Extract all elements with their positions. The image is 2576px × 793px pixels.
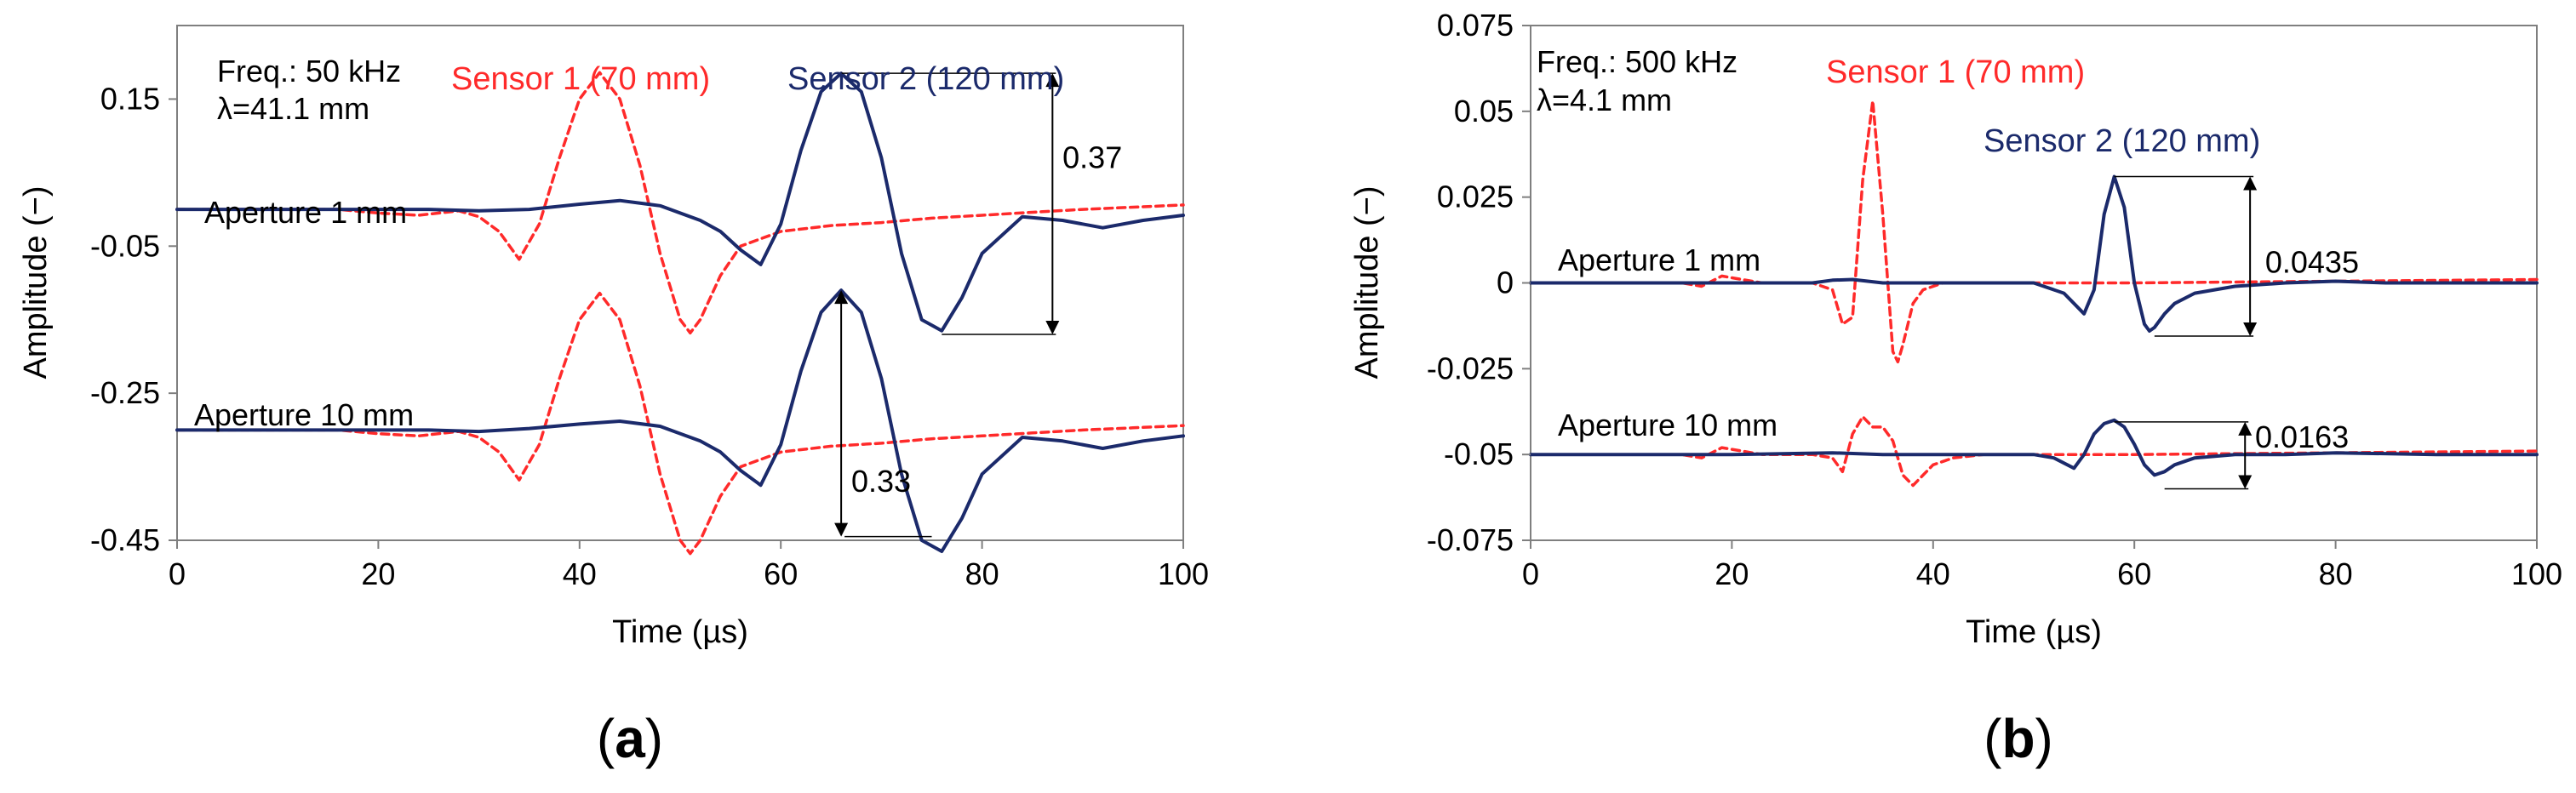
measurement-label-b-1: 0.0163 — [2255, 419, 2349, 454]
y-tick-label-b-0: 0.075 — [1437, 8, 1514, 43]
y-axis-title-a: Amplitude (−) — [18, 185, 54, 379]
x-tick-label-a-2: 40 — [563, 556, 597, 591]
arrowhead-up — [2243, 176, 2258, 191]
y-tick-label-b-1: 0.05 — [1454, 94, 1514, 128]
x-tick-label-a-1: 20 — [361, 556, 395, 591]
series-line-a-0 — [175, 71, 1185, 335]
series-line-a-2 — [175, 291, 1185, 556]
x-axis-title-b: Time (µs) — [1966, 614, 2102, 650]
panel-letter-a: a — [615, 708, 645, 769]
measurement-bracket-b-0: 0.0435 — [2114, 175, 2359, 337]
arrowhead-down — [2238, 475, 2253, 489]
tick-layer-a: 0 20 40 60 80 100 0.15 -0.05 -0.25 -0.45 — [90, 81, 1209, 591]
y-tick-label-a-2: -0.25 — [90, 375, 160, 410]
series-line-b-1 — [1529, 174, 2539, 333]
legend-sensor1-b: Sensor 1 (70 mm) — [1826, 54, 2085, 90]
series-layer-a — [175, 71, 1185, 556]
x-axis-title-a: Time (µs) — [612, 614, 748, 650]
series-line-a-3 — [175, 288, 1185, 553]
measurement-label-b-0: 0.0435 — [2265, 244, 2359, 279]
panel-label-a: (a) — [597, 708, 663, 769]
tick-layer-b: 0 20 40 60 80 100 0.075 0.05 0.025 0 -0.025 -0.05 -0… — [1427, 8, 2562, 591]
arrowhead-down — [2243, 322, 2258, 337]
arrowhead-up — [1045, 73, 1060, 88]
y-tick-label-b-3: 0 — [1497, 265, 1514, 300]
series-line-b-0 — [1529, 99, 2539, 364]
y-tick-label-b-6: -0.075 — [1427, 522, 1514, 557]
arrowhead-down — [834, 522, 849, 537]
arrowhead-down — [1045, 321, 1060, 334]
info-lambda-a: λ=41.1 mm — [217, 91, 369, 126]
x-tick-label-b-1: 20 — [1714, 556, 1749, 591]
measurement-bracket-a-0: 0.37 — [841, 72, 1122, 335]
series-layer-b — [1529, 99, 2539, 488]
arrowhead-up — [2238, 421, 2253, 436]
panel-letter-b: b — [2001, 708, 2035, 769]
x-tick-label-b-0: 0 — [1522, 556, 1539, 591]
legend-sensor2-b: Sensor 2 (120 mm) — [1984, 123, 2260, 159]
chart-panel-a: 0.37 0.33 0 20 40 60 80 100 0.15 -0.05 -0.25 -0.45… — [18, 25, 1209, 769]
x-tick-label-a-3: 60 — [764, 556, 798, 591]
info-lambda-b: λ=4.1 mm — [1537, 83, 1672, 117]
y-axis-title-b: Amplitude (−) — [1349, 185, 1385, 379]
legend-sensor2-a: Sensor 2 (120 mm) — [787, 61, 1064, 97]
x-tick-label-b-4: 80 — [2319, 556, 2353, 591]
measurement-label-a-1: 0.33 — [851, 464, 911, 499]
y-tick-label-a-0: 0.15 — [100, 81, 160, 116]
series-line-a-1 — [175, 71, 1185, 333]
aperture-label-10mm-a: Aperture 10 mm — [194, 397, 414, 432]
panel-label-b: (b) — [1984, 708, 2053, 769]
x-tick-label-b-3: 60 — [2117, 556, 2151, 591]
y-tick-label-b-4: -0.025 — [1427, 351, 1514, 385]
measurement-bracket-a-1: 0.33 — [834, 290, 932, 538]
arrowhead-up — [834, 290, 849, 305]
series-line-b-3 — [1529, 418, 2539, 477]
annotation-layer-b: 0.0435 0.0163 — [2114, 175, 2359, 490]
measurement-bracket-b-1: 0.0163 — [2114, 419, 2349, 490]
info-freq-a: Freq.: 50 kHz — [217, 54, 401, 88]
series-line-b-2 — [1529, 415, 2539, 488]
y-tick-label-b-5: -0.05 — [1444, 436, 1514, 471]
annotation-layer-a: 0.37 0.33 — [834, 72, 1122, 538]
x-tick-label-b-5: 100 — [2511, 556, 2562, 591]
x-tick-label-a-5: 100 — [1158, 556, 1209, 591]
x-tick-label-a-4: 80 — [965, 556, 999, 591]
aperture-label-1mm-b: Aperture 1 mm — [1558, 242, 1760, 277]
info-freq-b: Freq.: 500 kHz — [1537, 44, 1737, 79]
x-tick-label-b-2: 40 — [1916, 556, 1950, 591]
y-tick-label-a-1: -0.05 — [90, 228, 160, 263]
x-tick-label-a-0: 0 — [169, 556, 186, 591]
measurement-label-a-0: 0.37 — [1062, 140, 1122, 175]
y-tick-label-b-2: 0.025 — [1437, 180, 1514, 214]
aperture-label-10mm-b: Aperture 10 mm — [1558, 408, 1777, 442]
legend-sensor1-a: Sensor 1 (70 mm) — [451, 61, 710, 97]
y-tick-label-a-3: -0.45 — [90, 522, 160, 557]
aperture-label-1mm-a: Aperture 1 mm — [204, 195, 407, 230]
